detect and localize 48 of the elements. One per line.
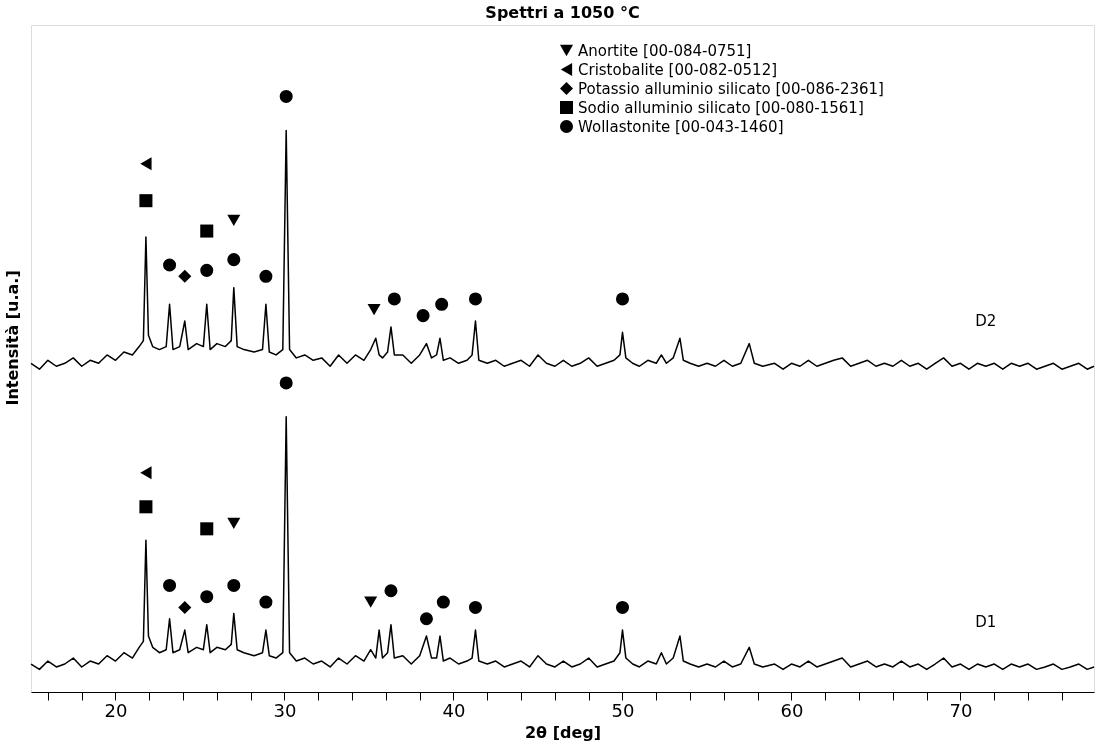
point [139, 194, 153, 208]
point [140, 157, 152, 171]
x-tick-label: 30 [273, 699, 297, 721]
point [279, 376, 293, 390]
point [279, 89, 293, 103]
x-tick-label: 40 [442, 699, 466, 721]
point [367, 304, 381, 316]
chart-title: Spettri a 1050 °C [485, 3, 640, 22]
point [163, 578, 177, 592]
point [259, 595, 273, 609]
point [615, 600, 630, 614]
point [140, 466, 152, 480]
legend-label: Potassio alluminio silicato [00-086-2361] [578, 79, 884, 98]
legend-label: Anortite [00-084-0751] [578, 41, 752, 60]
point [259, 269, 273, 283]
point [200, 224, 214, 238]
point [468, 600, 482, 614]
point [615, 292, 630, 306]
y-axis-title: Intensità [u.a.] [3, 270, 22, 406]
legend-label: Cristobalite [00-082-0512] [578, 60, 778, 79]
point [227, 578, 241, 592]
point [435, 297, 449, 311]
text: D2 [975, 312, 997, 331]
x-axis-title: 2θ [deg] [524, 722, 602, 742]
point [436, 595, 450, 609]
x-tick-label: 20 [104, 699, 128, 721]
point [416, 309, 430, 323]
x-tick-label: 70 [949, 699, 973, 721]
point [227, 517, 241, 530]
point [387, 292, 401, 306]
point [200, 263, 214, 277]
point [200, 522, 214, 536]
text: D1 [975, 612, 997, 631]
point [468, 292, 482, 306]
point [364, 596, 378, 608]
legend-label: Wollastonite [00-043-1460] [578, 117, 784, 136]
point [139, 500, 153, 514]
point [384, 584, 398, 598]
point [419, 612, 433, 626]
x-tick-label: 60 [780, 699, 804, 721]
point [178, 269, 192, 283]
point [200, 590, 214, 604]
x-tick-label: 50 [611, 699, 635, 721]
point [227, 253, 241, 267]
point [178, 600, 192, 614]
point [163, 258, 177, 272]
point [227, 214, 241, 226]
legend-label: Sodio alluminio silicato [00-080-1561] [578, 98, 864, 117]
